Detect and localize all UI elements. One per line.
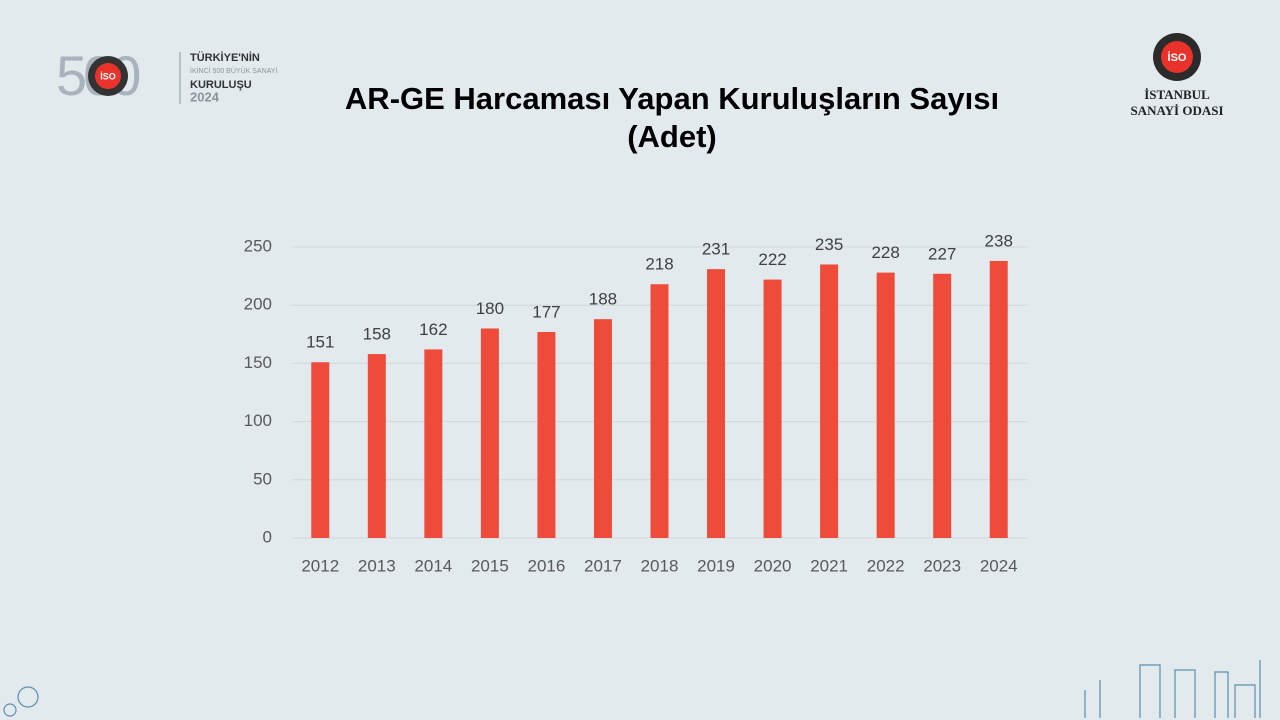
value-label: 177 xyxy=(532,302,560,321)
x-tick-label: 2015 xyxy=(471,556,509,575)
value-label: 180 xyxy=(476,299,504,318)
x-tick-label: 2020 xyxy=(754,556,792,575)
x-tick-label: 2018 xyxy=(641,556,679,575)
value-label: 222 xyxy=(758,250,786,269)
x-tick-label: 2016 xyxy=(528,556,566,575)
y-tick-label: 50 xyxy=(253,469,272,488)
y-tick-label: 0 xyxy=(263,527,272,546)
bar xyxy=(593,319,612,538)
y-tick-label: 100 xyxy=(244,411,272,430)
x-tick-label: 2017 xyxy=(584,556,622,575)
bar xyxy=(480,328,499,538)
logo-line: İKİNCİ 500 BÜYÜK SANAYİ xyxy=(190,66,277,75)
value-label: 231 xyxy=(702,240,730,259)
bar xyxy=(311,362,330,538)
x-tick-label: 2019 xyxy=(697,556,735,575)
logo-year: 2024 xyxy=(190,89,220,104)
y-tick-label: 150 xyxy=(244,353,272,372)
y-tick-label: 200 xyxy=(244,295,272,314)
value-label: 162 xyxy=(419,320,447,339)
deco-factory xyxy=(1084,660,1261,718)
logo-line: TÜRKİYE'NİN xyxy=(190,51,260,64)
value-label: 235 xyxy=(815,235,843,254)
bar xyxy=(367,354,386,538)
logo-badge: İSO xyxy=(100,71,116,81)
y-tick-label: 250 xyxy=(244,236,272,255)
x-tick-label: 2012 xyxy=(301,556,339,575)
logo-badge: İSO xyxy=(1168,51,1187,64)
bar xyxy=(707,269,726,538)
x-tick-label: 2014 xyxy=(414,556,452,575)
bar xyxy=(876,272,895,538)
gear-center xyxy=(1161,41,1193,73)
x-tick-label: 2022 xyxy=(867,556,905,575)
bar xyxy=(989,260,1008,538)
x-tick-label: 2013 xyxy=(358,556,396,575)
bar xyxy=(933,273,952,538)
bar xyxy=(820,264,839,538)
deco-gear xyxy=(3,703,17,717)
value-label: 188 xyxy=(589,290,617,309)
logo-line: İSTANBUL xyxy=(1144,87,1210,102)
gear-center xyxy=(95,63,121,89)
bar xyxy=(763,279,782,538)
decoration xyxy=(3,660,1261,718)
x-tick-label: 2023 xyxy=(923,556,961,575)
right-logo: İSO İSTANBUL SANAYİ ODASI xyxy=(1130,33,1224,118)
logo-line: KURULUŞU xyxy=(190,79,252,91)
bar xyxy=(537,331,556,538)
x-tick-label: 2021 xyxy=(810,556,848,575)
value-label: 238 xyxy=(985,231,1013,250)
bar xyxy=(424,349,443,538)
deco-gear xyxy=(17,686,39,708)
value-label: 227 xyxy=(928,244,956,263)
value-label: 158 xyxy=(363,325,391,344)
bar xyxy=(650,284,669,538)
logo-line: SANAYİ ODASI xyxy=(1130,103,1223,118)
chart-title: AR-GE Harcaması Yapan Kuruluşların Sayıs… xyxy=(344,81,1000,154)
value-label: 151 xyxy=(306,333,334,352)
value-label: 218 xyxy=(645,255,673,274)
value-label: 228 xyxy=(871,243,899,262)
x-tick-label: 2024 xyxy=(980,556,1018,575)
left-logo: 500 İSO TÜRKİYE'NİN İKİNCİ 500 BÜYÜK SAN… xyxy=(56,44,277,107)
